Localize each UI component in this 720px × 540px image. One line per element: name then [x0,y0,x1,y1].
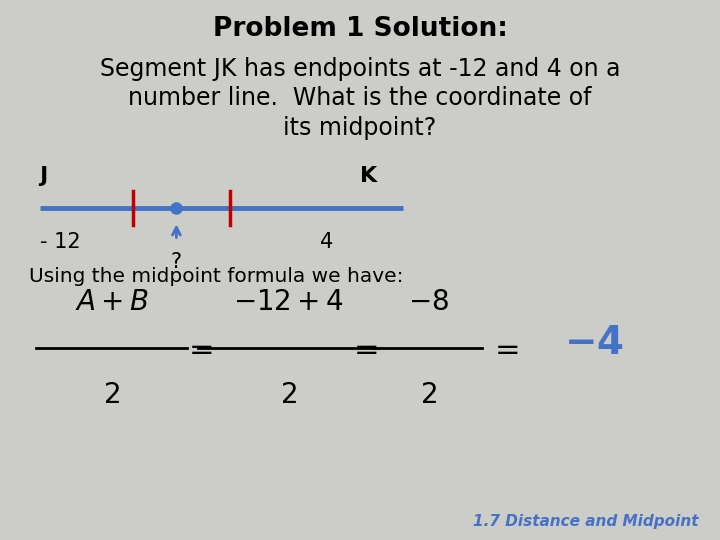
Text: its midpoint?: its midpoint? [284,116,436,140]
Text: 4: 4 [320,232,333,252]
Text: Segment JK has endpoints at -12 and 4 on a: Segment JK has endpoints at -12 and 4 on… [100,57,620,80]
Text: Using the midpoint formula we have:: Using the midpoint formula we have: [29,267,403,286]
Text: $2$: $2$ [420,381,437,409]
Text: K: K [360,166,377,186]
Text: $=$: $=$ [183,334,213,363]
Text: $-12+4$: $-12+4$ [233,288,343,316]
Text: $\mathbf{-4}$: $\mathbf{-4}$ [564,324,624,362]
Text: $-8$: $-8$ [408,288,449,316]
Text: J: J [40,166,48,186]
Text: number line.  What is the coordinate of: number line. What is the coordinate of [128,86,592,110]
Text: $2$: $2$ [103,381,120,409]
Text: $=$: $=$ [348,334,379,363]
Text: $=$: $=$ [489,334,519,363]
Text: $A+B$: $A+B$ [75,288,148,316]
Text: ?: ? [171,252,182,272]
Text: Problem 1 Solution:: Problem 1 Solution: [212,16,508,42]
Text: $2$: $2$ [279,381,297,409]
Text: - 12: - 12 [40,232,80,252]
Text: 1.7 Distance and Midpoint: 1.7 Distance and Midpoint [473,514,698,529]
